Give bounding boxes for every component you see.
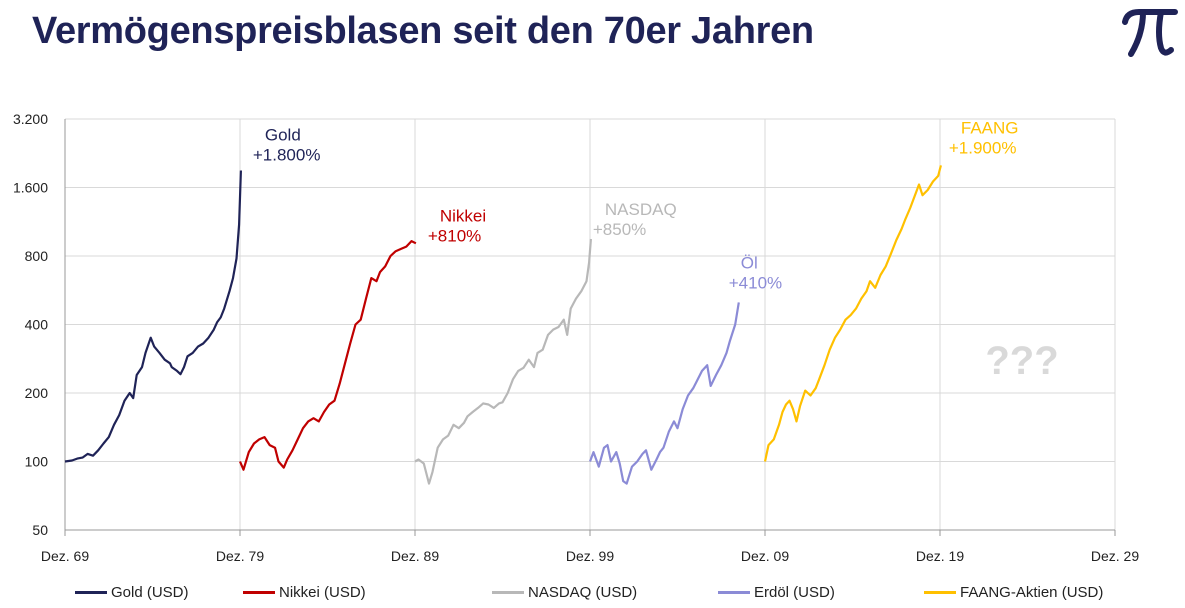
legend-item: NASDAQ (USD) (492, 584, 637, 601)
series-line-faang-aktien-usd (763, 165, 942, 462)
series-annotation: +410% (729, 273, 782, 292)
series-annotation: Nikkei (440, 206, 486, 225)
x-tick-label: Dez. 29 (1091, 548, 1139, 564)
legend-label: FAANG-Aktien (USD) (960, 584, 1104, 601)
series-annotation: +1.800% (253, 146, 321, 165)
legend-item: FAANG-Aktien (USD) (924, 584, 1103, 601)
legend-swatch (718, 591, 750, 594)
series-annotation: Öl (741, 253, 758, 272)
series-annotation: +1.900% (949, 138, 1017, 157)
series-line-gold-usd (64, 170, 242, 463)
chart-title: Vermögenspreisblasen seit den 70er Jahre… (32, 10, 814, 52)
legend-swatch (492, 591, 524, 594)
legend-item: Erdöl (USD) (718, 584, 835, 601)
legend-swatch (243, 591, 275, 594)
series-line-erd-l-usd (588, 302, 740, 485)
x-tick-label: Dez. 09 (741, 548, 789, 564)
y-tick-label: 3.200 (13, 111, 48, 127)
chart-legend: Gold (USD) Nikkei (USD) NASDAQ (USD) Erdöl … (0, 584, 1185, 608)
legend-swatch (75, 591, 107, 594)
chart-area: 50 100 200 400 800 1.600 3.200 Dez. 69 Dez. 79 De… (13, 111, 1139, 564)
series-line-nikkei-usd (238, 240, 417, 471)
y-tick-label: 100 (25, 454, 49, 470)
legend-label: Nikkei (USD) (279, 584, 366, 601)
y-tick-label: 50 (32, 522, 48, 538)
legend-label: Erdöl (USD) (754, 584, 835, 601)
pi-logo-icon (1122, 9, 1178, 57)
legend-item: Gold (USD) (75, 584, 189, 601)
legend-label: Gold (USD) (111, 584, 189, 601)
y-tick-label: 800 (25, 248, 49, 264)
legend-swatch (924, 591, 956, 594)
legend-item: Nikkei (USD) (243, 584, 366, 601)
x-tick-label: Dez. 79 (216, 548, 264, 564)
series-annotation: FAANG (961, 118, 1019, 137)
x-tick-label: Dez. 99 (566, 548, 614, 564)
x-tick-label: Dez. 69 (41, 548, 89, 564)
question-marks-text: ??? (985, 339, 1058, 383)
y-tick-label: 1.600 (13, 180, 48, 196)
series-annotation: Gold (265, 126, 301, 145)
series-annotation: +810% (428, 226, 481, 245)
series-annotation: +850% (593, 220, 646, 239)
x-tick-label: Dez. 89 (391, 548, 439, 564)
legend-label: NASDAQ (USD) (528, 584, 638, 601)
y-tick-label: 200 (25, 385, 49, 401)
series-annotation: NASDAQ (605, 200, 677, 219)
x-tick-label: Dez. 19 (916, 548, 964, 564)
y-tick-label: 400 (25, 317, 49, 333)
series-line-nasdaq-usd (414, 238, 592, 485)
